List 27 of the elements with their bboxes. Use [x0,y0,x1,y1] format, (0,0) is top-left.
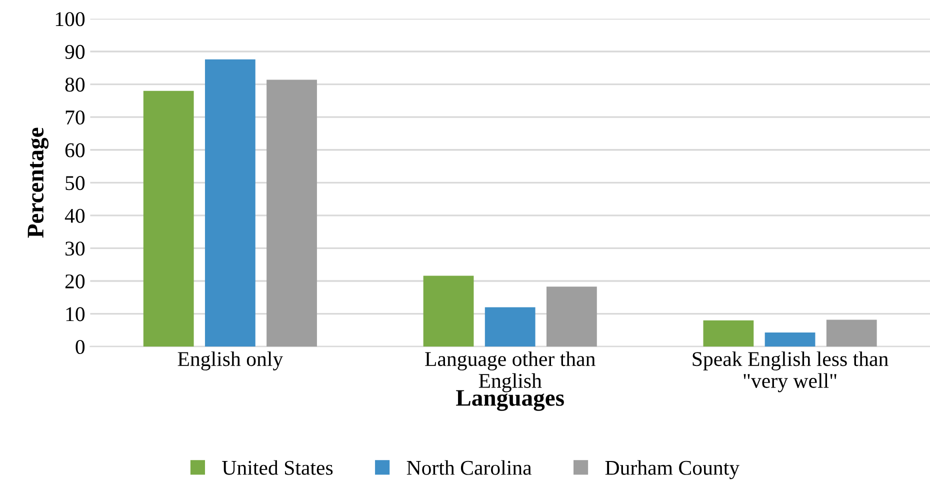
bar [423,276,474,347]
y-tick-label: 80 [65,78,85,92]
y-tick-label: 60 [65,143,85,158]
bar [764,332,816,347]
y-tick-label: 40 [64,208,85,223]
y-tick-label: 0 [76,340,85,354]
bar [826,320,877,347]
bar [204,59,256,347]
legend-label: United States [222,460,333,475]
y-tick-label: 30 [66,242,85,256]
bar [546,286,597,347]
y-tick-label: 100 [56,12,85,26]
bar [266,80,317,347]
x-axis-title: Languages [456,390,564,411]
y-axis-title: Percentage [28,128,49,238]
bar [143,90,194,347]
y-tick-label: 90 [65,44,85,59]
x-tick-label: Speak English less than "very well" [692,351,888,392]
y-tick-label: 50 [66,176,85,190]
bar [703,320,754,347]
legend-label: Durham County [605,460,740,480]
y-tick-label: 10 [66,307,85,322]
y-tick-label: 20 [65,274,85,288]
y-tick-label: 70 [66,110,85,125]
legend-label: North Carolina [406,460,532,475]
x-tick-label: English only [178,351,284,370]
bar [484,307,536,347]
